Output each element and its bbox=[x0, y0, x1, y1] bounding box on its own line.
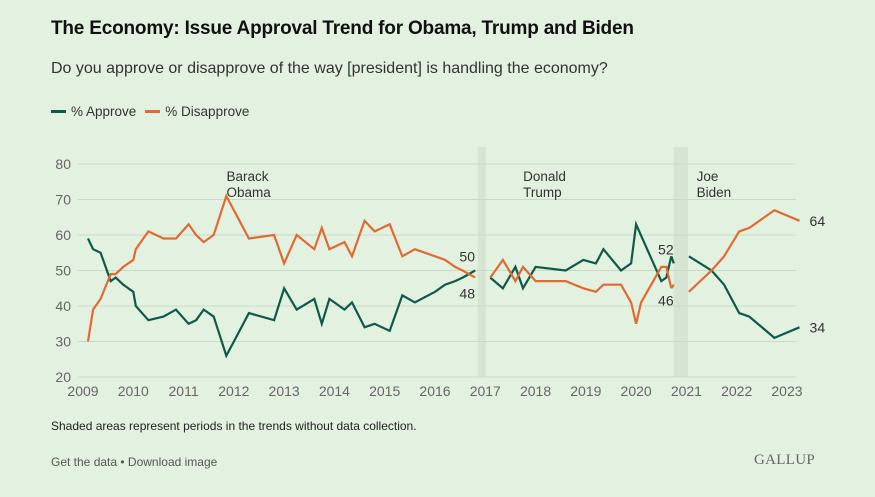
y-tick-label: 50 bbox=[55, 263, 71, 279]
series-lines bbox=[86, 193, 800, 359]
approve-line bbox=[670, 255, 675, 264]
download-image-link[interactable]: Download image bbox=[127, 455, 218, 469]
x-tick-label: 2016 bbox=[419, 383, 450, 399]
legend-item-disapprove: % Disapprove bbox=[145, 104, 249, 119]
data-label: 48 bbox=[459, 286, 475, 302]
x-tick-label: 2020 bbox=[621, 383, 652, 399]
footer-links: Get the data • Download image bbox=[51, 455, 217, 469]
legend-swatch-disapprove bbox=[145, 110, 161, 113]
data-label: 52 bbox=[658, 241, 674, 257]
x-tick-label: 2013 bbox=[269, 383, 300, 399]
president-label: Joe bbox=[697, 169, 719, 184]
data-label: 34 bbox=[810, 319, 826, 335]
president-label: Obama bbox=[226, 185, 271, 200]
y-tick-label: 70 bbox=[55, 192, 71, 208]
president-label: Donald bbox=[523, 169, 566, 184]
legend-label-approve: % Approve bbox=[71, 104, 137, 119]
disapprove-line bbox=[688, 208, 800, 293]
shaded-gaps bbox=[477, 147, 688, 377]
y-tick-label: 40 bbox=[55, 298, 71, 314]
footer-separator: • bbox=[117, 455, 128, 469]
y-tick-label: 60 bbox=[55, 227, 71, 243]
x-tick-label: 2015 bbox=[369, 383, 400, 399]
shaded-gap bbox=[477, 147, 486, 377]
data-label: 50 bbox=[459, 249, 475, 265]
president-label: Biden bbox=[697, 185, 732, 200]
approve-line bbox=[688, 255, 800, 340]
legend-swatch-approve bbox=[51, 110, 66, 113]
disapprove-line bbox=[670, 284, 675, 289]
shaded-gap bbox=[673, 147, 688, 377]
x-tick-label: 2021 bbox=[671, 383, 702, 399]
x-tick-label: 2014 bbox=[319, 383, 350, 399]
legend-label-disapprove: % Disapprove bbox=[165, 104, 250, 119]
approve-line bbox=[489, 220, 673, 291]
x-tick-label: 2012 bbox=[218, 383, 249, 399]
x-tick-label: 2018 bbox=[520, 383, 551, 399]
data-label: 64 bbox=[810, 213, 826, 229]
president-label: Barack bbox=[226, 169, 268, 184]
chart-subtitle: Do you approve or disapprove of the way … bbox=[51, 60, 608, 77]
x-tick-label: 2023 bbox=[771, 383, 802, 399]
approve-line bbox=[87, 238, 476, 359]
y-tick-label: 20 bbox=[55, 369, 71, 385]
x-tick-label: 2022 bbox=[721, 383, 752, 399]
get-data-link[interactable]: Get the data bbox=[51, 455, 118, 469]
chart-title: The Economy: Issue Approval Trend for Ob… bbox=[51, 18, 634, 39]
disapprove-line bbox=[489, 257, 673, 325]
footnote: Shaded areas represent periods in the tr… bbox=[51, 419, 417, 433]
disapprove-line bbox=[86, 193, 476, 342]
x-tick-label: 2017 bbox=[470, 383, 501, 399]
x-tick-label: 2011 bbox=[169, 383, 199, 399]
legend: % Approve % Disapprove bbox=[51, 104, 258, 119]
y-axis-ticks: 20 30 40 50 60 70 80 bbox=[55, 156, 71, 385]
data-labels: 50 52 34 48 46 64 bbox=[459, 213, 825, 335]
legend-item-approve: % Approve bbox=[51, 104, 136, 119]
x-tick-label: 2019 bbox=[570, 383, 601, 399]
gallup-logo: GALLUP bbox=[754, 452, 815, 468]
data-label: 46 bbox=[658, 293, 674, 309]
x-tick-label: 2010 bbox=[118, 383, 149, 399]
x-axis-ticks: 2009 2010 2011 2012 2013 2014 2015 2016 2017 2018… bbox=[67, 383, 802, 399]
gridlines bbox=[78, 163, 796, 378]
x-tick-label: 2009 bbox=[67, 383, 98, 399]
y-tick-label: 30 bbox=[55, 334, 71, 350]
president-label: Trump bbox=[523, 185, 562, 200]
y-tick-label: 80 bbox=[55, 156, 71, 172]
